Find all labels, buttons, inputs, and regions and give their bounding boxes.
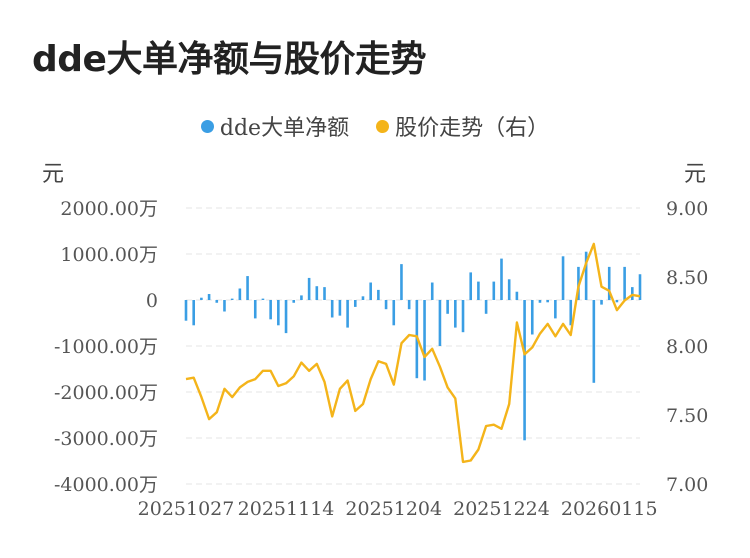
- bar[interactable]: [523, 300, 526, 441]
- left-axis-unit: 元: [42, 162, 65, 187]
- bar[interactable]: [430, 282, 434, 300]
- bar[interactable]: [361, 296, 365, 300]
- bar[interactable]: [554, 300, 557, 319]
- right-tick-label: 7.00: [666, 474, 708, 496]
- left-axis-ticks: 2000.00万 1000.00万 0 -1000.00万 -2000.00万 -3000…: [54, 198, 158, 496]
- bar[interactable]: [323, 287, 326, 300]
- bar[interactable]: [607, 266, 611, 300]
- bar[interactable]: [623, 266, 626, 300]
- x-tick-label: 20251224: [453, 498, 550, 520]
- gridlines: [186, 207, 640, 485]
- bar[interactable]: [207, 294, 211, 300]
- bar[interactable]: [492, 281, 496, 300]
- bar[interactable]: [477, 281, 480, 300]
- chart-title: dde大单净额与股价走势: [32, 39, 426, 80]
- bar[interactable]: [200, 297, 203, 300]
- bar[interactable]: [584, 251, 588, 300]
- bar[interactable]: [223, 300, 226, 312]
- bar[interactable]: [569, 300, 573, 326]
- bar[interactable]: [315, 286, 319, 300]
- bar[interactable]: [507, 279, 511, 300]
- bar[interactable]: [192, 300, 195, 326]
- left-tick-label: -2000.00万: [54, 382, 158, 404]
- bar[interactable]: [269, 300, 272, 320]
- x-axis-ticks: 20251027 20251114 20251204 20251224 20260115: [138, 498, 658, 520]
- legend-bar-label: dde大单净额: [219, 116, 350, 141]
- bar[interactable]: [600, 300, 603, 305]
- bar[interactable]: [353, 300, 357, 307]
- bar[interactable]: [338, 300, 342, 316]
- bar[interactable]: [438, 300, 442, 346]
- bar[interactable]: [246, 276, 249, 300]
- bar[interactable]: [392, 300, 396, 326]
- bar[interactable]: [561, 256, 565, 300]
- bar[interactable]: [300, 295, 303, 300]
- bar[interactable]: [546, 300, 549, 303]
- bar[interactable]: [253, 300, 257, 319]
- bar[interactable]: [638, 274, 642, 300]
- bar[interactable]: [538, 300, 542, 303]
- bar[interactable]: [615, 300, 619, 303]
- x-tick-label: 20260115: [561, 498, 658, 520]
- right-tick-label: 7.50: [666, 405, 708, 427]
- bar[interactable]: [469, 272, 473, 300]
- left-tick-label: 2000.00万: [60, 198, 158, 220]
- left-tick-label: -1000.00万: [54, 336, 158, 358]
- bar[interactable]: [500, 258, 503, 300]
- legend-item-line[interactable]: 股价走势（右）: [376, 110, 549, 142]
- bar[interactable]: [454, 300, 457, 328]
- bar[interactable]: [369, 282, 372, 300]
- x-tick-label: 20251027: [138, 498, 235, 520]
- bar[interactable]: [530, 300, 534, 335]
- bar-series: [184, 251, 642, 441]
- bar[interactable]: [515, 291, 519, 300]
- bar[interactable]: [461, 300, 465, 333]
- bar[interactable]: [407, 300, 411, 310]
- bar[interactable]: [400, 264, 403, 300]
- x-tick-label: 20251204: [345, 498, 442, 520]
- right-tick-label: 8.50: [666, 267, 708, 289]
- bar[interactable]: [184, 300, 188, 321]
- left-tick-label: -4000.00万: [54, 474, 158, 496]
- left-tick-label: 0: [146, 290, 158, 312]
- legend-line-label: 股价走势（右）: [395, 116, 550, 141]
- left-tick-label: 1000.00万: [60, 244, 158, 266]
- bar[interactable]: [230, 298, 234, 300]
- right-tick-label: 9.00: [666, 198, 708, 220]
- bar[interactable]: [277, 300, 280, 326]
- legend-bar-marker: [200, 119, 214, 133]
- price-line: [185, 242, 641, 464]
- bar[interactable]: [423, 300, 426, 381]
- bar[interactable]: [215, 300, 219, 303]
- bar[interactable]: [238, 288, 242, 301]
- bar[interactable]: [330, 300, 334, 318]
- bar[interactable]: [261, 298, 265, 300]
- legend-item-bar[interactable]: dde大单净额: [200, 110, 350, 142]
- right-axis-ticks: 9.00 8.50 8.00 7.50 7.00: [666, 198, 708, 496]
- bar[interactable]: [484, 300, 488, 314]
- bar[interactable]: [377, 289, 380, 300]
- right-tick-label: 8.00: [666, 336, 708, 358]
- right-axis-unit: 元: [684, 162, 707, 187]
- legend-line-marker: [376, 119, 390, 133]
- x-tick-label: 20251114: [238, 498, 335, 520]
- bar[interactable]: [592, 300, 596, 383]
- bar[interactable]: [631, 287, 634, 300]
- left-tick-label: -3000.00万: [54, 428, 158, 450]
- legend: dde大单净额 股价走势（右）: [0, 110, 750, 142]
- bar[interactable]: [284, 300, 288, 334]
- bar[interactable]: [384, 300, 388, 310]
- bar[interactable]: [307, 277, 311, 300]
- bar[interactable]: [292, 300, 296, 303]
- bar[interactable]: [446, 300, 449, 314]
- bar[interactable]: [346, 300, 349, 328]
